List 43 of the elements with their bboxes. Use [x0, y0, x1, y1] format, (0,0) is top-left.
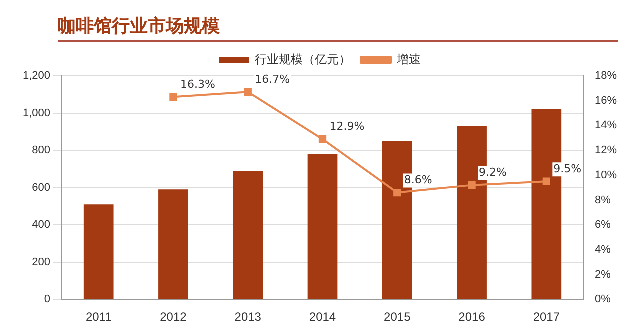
y2-tick-label: 6%	[594, 219, 612, 232]
x-tick-label: 2017	[533, 310, 560, 324]
data-label: 9.5%	[554, 162, 582, 176]
point	[170, 93, 178, 101]
point	[468, 181, 476, 190]
y2-tick-label: 14%	[594, 120, 618, 132]
y-tick-label: 200	[32, 256, 51, 268]
bar	[158, 190, 188, 300]
point	[394, 188, 402, 197]
chart-title: 咖啡馆行业市场规模	[58, 14, 618, 42]
point	[318, 136, 327, 144]
point	[542, 178, 550, 186]
y-tick-label: 800	[32, 144, 51, 157]
data-label: 9.2%	[479, 166, 507, 180]
y2-tick-label: 2%	[594, 268, 612, 281]
y-tick-label: 1,200	[22, 70, 51, 82]
x-tick-label: 2013	[234, 310, 262, 324]
y-tick-label: 600	[32, 182, 51, 194]
y-tick-label: 1,000	[22, 107, 51, 120]
y2-tick-label: 10%	[594, 169, 618, 182]
y2-tick-label: 16%	[594, 94, 618, 107]
y2-tick-label: 0%	[594, 294, 612, 306]
y-tick-label: 400	[32, 219, 51, 232]
point	[244, 88, 252, 96]
x-tick-label: 2011	[86, 310, 112, 324]
legend-label: 增速	[396, 52, 421, 66]
data-label: 12.9%	[330, 120, 365, 134]
legend-label: 行业规模（亿元）	[255, 52, 351, 66]
x-tick-label: 2014	[309, 310, 336, 324]
bar	[233, 171, 264, 300]
y2-tick-label: 4%	[594, 244, 612, 256]
x-tick-label: 2016	[458, 310, 486, 324]
bar	[84, 204, 114, 300]
y2-tick-label: 18%	[594, 70, 618, 82]
x-tick-label: 2015	[384, 310, 412, 324]
bar	[308, 154, 338, 300]
data-label: 16.3%	[180, 78, 216, 91]
y2-tick-label: 12%	[594, 144, 618, 157]
data-label: 16.7%	[255, 73, 290, 86]
y-tick-label: 0	[44, 294, 51, 306]
y2-tick-label: 8%	[594, 194, 612, 206]
data-label: 8.6%	[404, 174, 432, 187]
x-tick-label: 2012	[160, 310, 188, 324]
